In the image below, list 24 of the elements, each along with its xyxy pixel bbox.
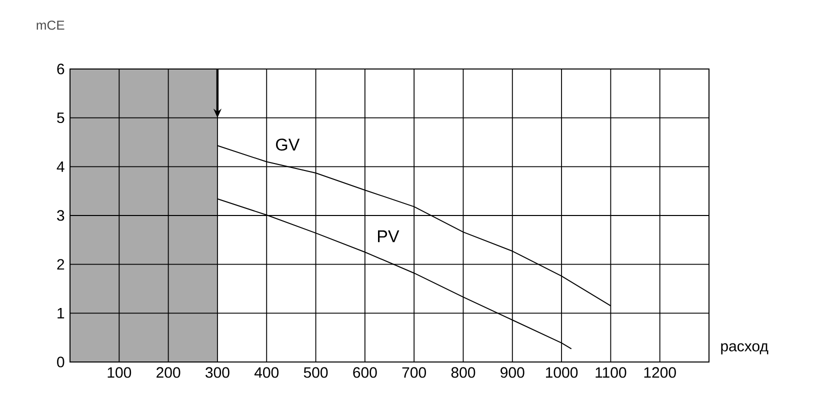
x-axis-title: расход <box>721 343 768 354</box>
x-tick-label: 300 <box>206 367 230 378</box>
y-axis-title: mCE <box>36 20 64 30</box>
y-tick-label: 5 <box>57 112 64 124</box>
x-tick-label: 800 <box>451 367 476 378</box>
x-tick-label: 700 <box>402 367 426 378</box>
series-label: GV <box>276 138 300 151</box>
line-series <box>216 198 572 350</box>
y-tick-label: 3 <box>57 210 64 221</box>
y-tick-label: 1 <box>58 308 64 318</box>
x-tick-label: 1200 <box>644 367 676 378</box>
y-tick-label: 4 <box>56 162 64 172</box>
x-tick-label: 400 <box>254 367 279 378</box>
x-tick-label: 1100 <box>596 367 626 378</box>
y-tick-label: 0 <box>57 356 64 368</box>
x-tick-label: 900 <box>500 367 524 378</box>
x-tick-label: 1000 <box>546 367 578 378</box>
x-tick-label: 100 <box>108 367 132 378</box>
y-tick-label: 2 <box>57 259 64 270</box>
y-tick-label: 6 <box>57 64 64 74</box>
series-label: PV <box>378 230 400 242</box>
x-tick-label: 600 <box>353 367 377 378</box>
x-tick-label: 500 <box>304 367 328 378</box>
x-tick-label: 200 <box>156 367 180 378</box>
